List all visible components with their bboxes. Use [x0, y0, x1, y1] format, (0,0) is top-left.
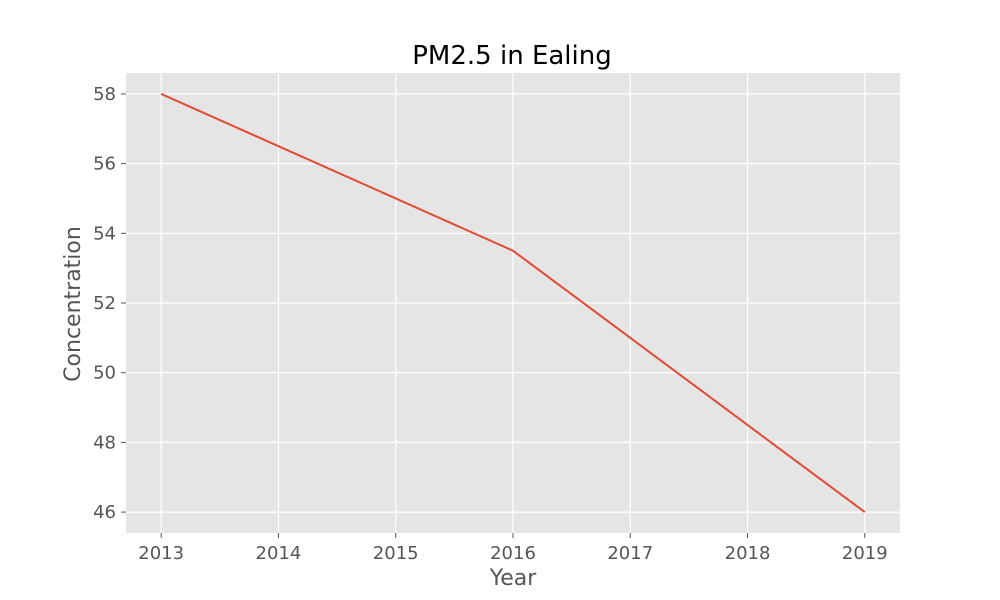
x-tick-label: 2017: [607, 543, 653, 564]
x-tick-label: 2014: [256, 543, 302, 564]
x-axis-label: Year: [489, 566, 538, 591]
y-tick-label: 46: [93, 502, 116, 523]
y-tick-label: 52: [93, 293, 116, 314]
y-axis-label: Concentration: [61, 226, 86, 382]
series-line-pm25: [160, 92, 866, 513]
x-ticks: 2013 2014 2015 2016 2017 2018 2019: [138, 533, 888, 564]
x-tick-label: 2018: [725, 543, 771, 564]
grid: [126, 73, 900, 533]
y-tick-label: 50: [93, 363, 116, 384]
x-tick-label: 2013: [138, 543, 184, 564]
x-tick-label: 2019: [842, 543, 888, 564]
y-tick-label: 58: [93, 84, 116, 105]
y-tick-label: 48: [93, 432, 116, 453]
y-tick-label: 54: [93, 223, 116, 244]
y-tick-label: 56: [93, 154, 116, 175]
x-tick-label: 2015: [373, 543, 419, 564]
series-layer: [160, 92, 866, 513]
chart-title: PM2.5 in Ealing: [412, 41, 611, 71]
y-ticks: 46 48 50 52 54 56 58: [93, 84, 126, 523]
x-tick-label: 2016: [490, 543, 536, 564]
